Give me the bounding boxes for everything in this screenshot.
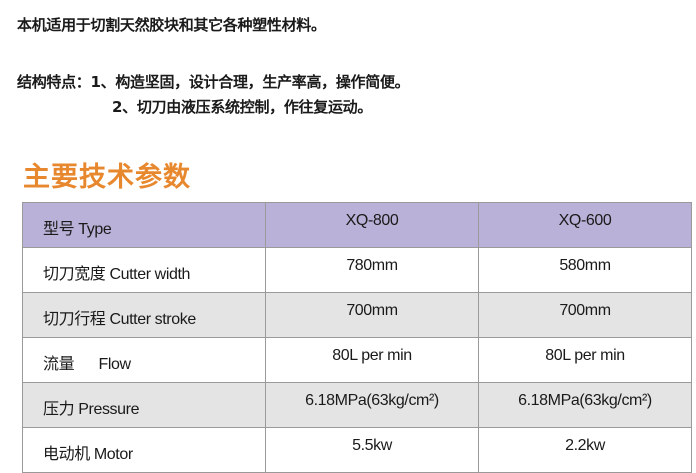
feature-line-2: 2、切刀由液压系统控制，作往复运动。 [112,98,373,116]
table-row: 流量 Flow 80L per min 80L per min [22,337,692,383]
cell-value: 6.18MPa(63kg/cm²) [478,382,692,428]
table-row: 电动机 Motor 5.5kw 2.2kw [22,427,692,473]
cell-value: 2.2kw [478,427,692,473]
cell-value: 580mm [478,247,692,293]
cell-value: 80L per min [265,337,479,383]
header-model: XQ-600 [478,202,692,248]
table-header-row: 型号 Type XQ-800 XQ-600 [22,202,692,248]
row-label: 流量 Flow [22,337,266,383]
cell-value: 780mm [265,247,479,293]
header-model: XQ-800 [265,202,479,248]
row-label: 切刀宽度 Cutter width [22,247,266,293]
cell-value: 6.18MPa(63kg/cm²) [265,382,479,428]
table-row: 切刀宽度 Cutter width 780mm 580mm [22,247,692,293]
header-label: 型号 Type [22,202,266,248]
row-label: 电动机 Motor [22,427,266,473]
cell-value: 5.5kw [265,427,479,473]
cell-value: 80L per min [478,337,692,383]
intro-text: 本机适用于切割天然胶块和其它各种塑性材料。 [17,16,326,34]
cell-value: 700mm [478,292,692,338]
feature-line-1: 结构特点：1、构造坚固，设计合理，生产率高，操作简便。 [17,73,410,91]
section-heading: 主要技术参数 [23,162,191,193]
row-label: 切刀行程 Cutter stroke [22,292,266,338]
table-row: 压力 Pressure 6.18MPa(63kg/cm²) 6.18MPa(63… [22,382,692,428]
cell-value: 700mm [265,292,479,338]
table-row: 切刀行程 Cutter stroke 700mm 700mm [22,292,692,338]
row-label: 压力 Pressure [22,382,266,428]
spec-table: 型号 Type XQ-800 XQ-600 切刀宽度 Cutter width … [22,202,692,473]
